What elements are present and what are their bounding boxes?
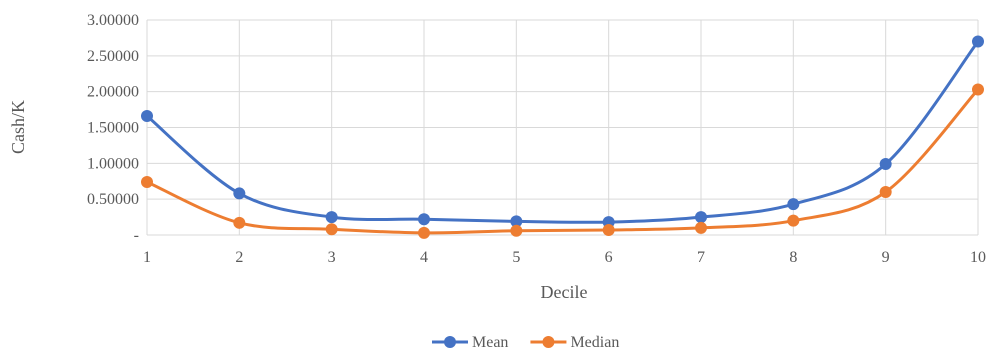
- y-tick-label: 1.00000: [87, 155, 139, 172]
- data-point-mean: [972, 35, 984, 48]
- y-axis-title: Cash/K: [8, 100, 28, 154]
- data-point-median: [879, 186, 892, 198]
- legend-item-median: Median: [530, 334, 619, 351]
- series-median: [141, 83, 984, 239]
- x-tick-label: 8: [789, 249, 797, 266]
- data-point-mean: [787, 198, 800, 211]
- x-axis-ticks: 1 2 3 4 5 6 7 8 9 10: [143, 249, 986, 266]
- data-point-mean: [141, 110, 153, 123]
- x-axis-title: Decile: [541, 282, 588, 302]
- data-point-median: [695, 221, 707, 234]
- y-tick-label: 3.00000: [87, 12, 139, 29]
- data-point-mean: [233, 187, 246, 200]
- x-tick-label: 9: [882, 249, 890, 266]
- x-tick-label: 3: [328, 249, 336, 266]
- x-tick-label: 2: [235, 249, 243, 266]
- legend: Mean Median: [432, 334, 619, 351]
- legend-label-median: Median: [570, 334, 619, 351]
- y-tick-label: 1.50000: [87, 120, 139, 137]
- legend-marker-mean: [444, 336, 456, 348]
- data-point-median: [602, 223, 615, 236]
- x-tick-label: 6: [605, 249, 613, 266]
- x-tick-label: 7: [697, 249, 705, 266]
- grid-layer: [146, 19, 979, 236]
- legend-marker-median: [542, 336, 555, 348]
- series-layer: [141, 35, 984, 239]
- legend-label-mean: Mean: [472, 334, 508, 351]
- data-point-median: [418, 226, 430, 239]
- data-point-median: [510, 224, 523, 237]
- data-point-mean: [510, 215, 523, 228]
- data-point-median: [325, 223, 338, 236]
- x-tick-label: 10: [970, 249, 986, 266]
- data-point-median: [141, 175, 153, 188]
- data-point-median: [233, 216, 246, 229]
- series-line-mean: [146, 40, 980, 224]
- data-point-mean: [418, 213, 430, 226]
- y-tick-label: 2.50000: [87, 48, 139, 65]
- y-tick-label: 2.00000: [87, 84, 139, 101]
- x-tick-label: 5: [512, 249, 520, 266]
- data-point-mean: [695, 211, 707, 224]
- legend-item-mean: Mean: [432, 334, 508, 351]
- x-tick-label: 4: [420, 249, 428, 266]
- y-tick-label: -: [134, 227, 139, 244]
- y-tick-label: 0.50000: [87, 191, 139, 208]
- data-point-median: [972, 83, 984, 96]
- y-axis-ticks: - 0.50000 1.00000 1.50000 2.00000 2.50000 3.00…: [87, 12, 139, 244]
- x-tick-label: 1: [143, 249, 151, 266]
- data-point-mean: [879, 158, 892, 171]
- series-line-median: [146, 88, 980, 235]
- data-point-median: [787, 214, 800, 227]
- series-mean: [141, 35, 984, 229]
- data-point-mean: [325, 211, 338, 224]
